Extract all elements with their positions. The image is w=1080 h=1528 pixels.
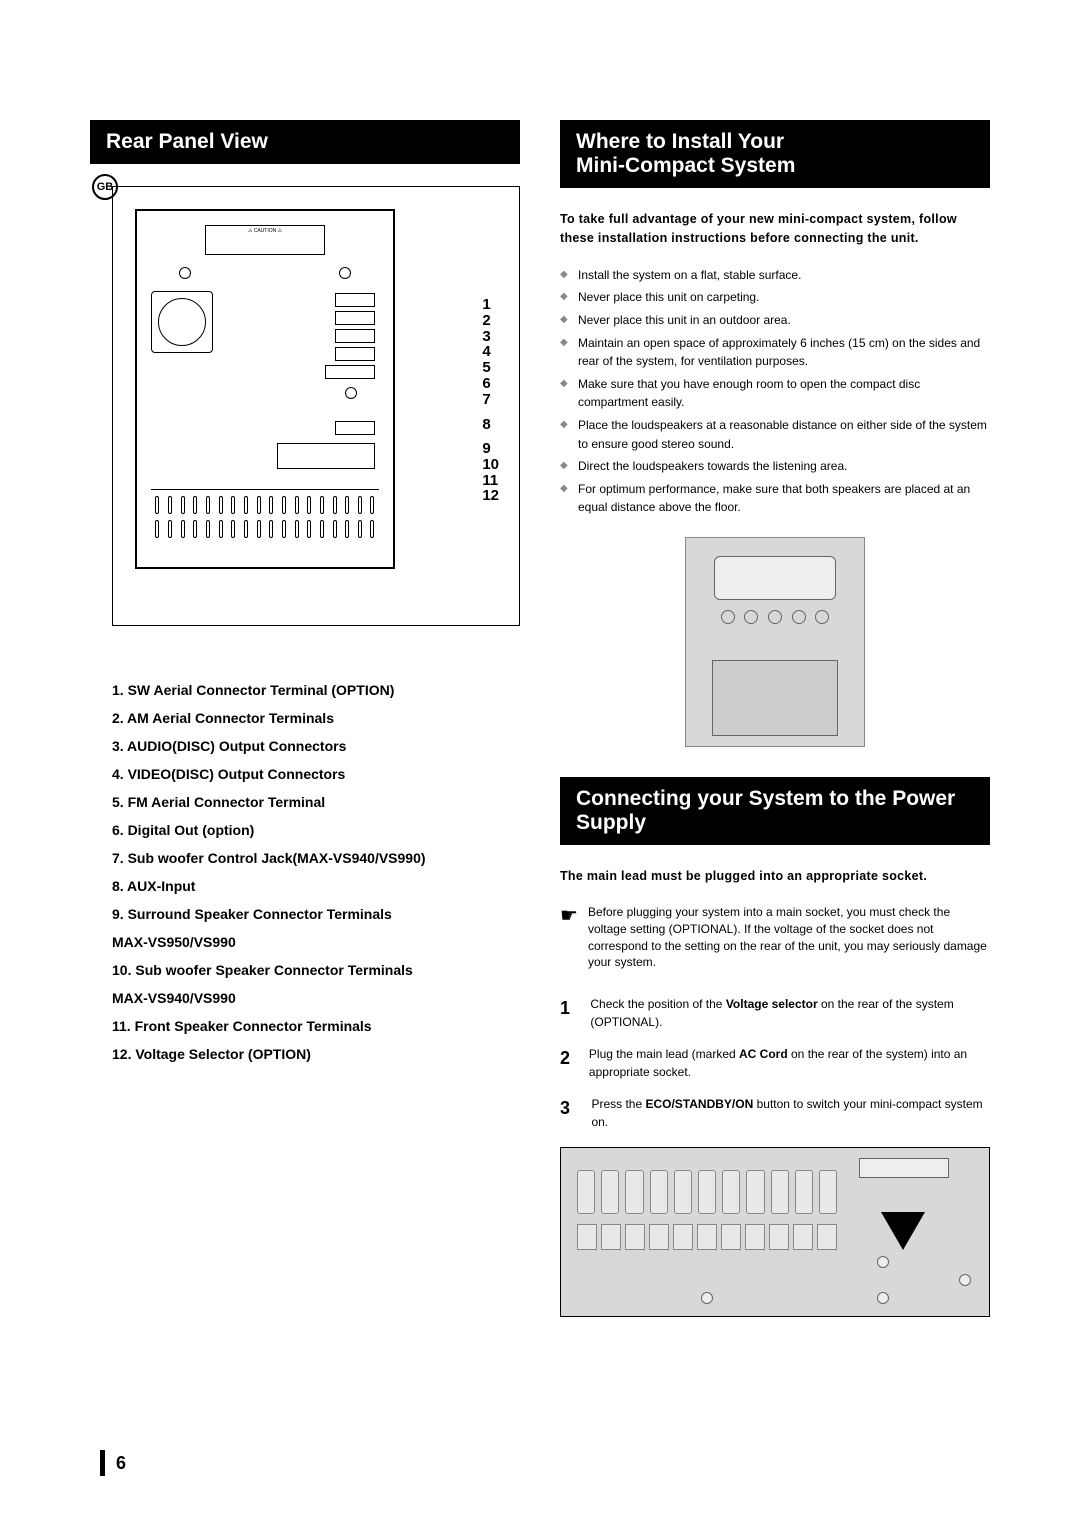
bullet-item: Install the system on a flat, stable sur…: [560, 266, 990, 285]
part-item: 9. Surround Speaker Connector Terminals: [112, 900, 520, 928]
bullet-item: Never place this unit on carpeting.: [560, 288, 990, 307]
power-steps: 1 Check the position of the Voltage sele…: [560, 995, 990, 1131]
power-heading: Connecting your System to the Power Supp…: [560, 777, 990, 845]
port-icon: [335, 329, 375, 343]
step-row: 2 Plug the main lead (marked AC Cord on …: [560, 1045, 990, 1081]
terminal-block-icon: [277, 443, 375, 469]
caution-label-icon: ⚠ CAUTION ⚠: [205, 225, 325, 255]
bullet-item: Place the loudspeakers at a reasonable d…: [560, 416, 990, 453]
step-text-bold: Voltage selector: [726, 997, 818, 1011]
callout-3: 3: [482, 329, 499, 345]
callout-8: 8: [482, 417, 499, 433]
vent-grille-icon: [151, 489, 379, 539]
port-icon: [335, 293, 375, 307]
part-item: 1. SW Aerial Connector Terminal (OPTION): [112, 676, 520, 704]
step-text-a: Plug the main lead (marked: [589, 1047, 739, 1061]
callout-11: 11: [482, 473, 499, 489]
part-item: MAX-VS940/VS990: [112, 984, 520, 1012]
callout-4: 4: [482, 344, 499, 360]
power-intro: The main lead must be plugged into an ap…: [560, 867, 990, 886]
rear-panel-heading: Rear Panel View: [90, 120, 520, 164]
callout-10: 10: [482, 457, 499, 473]
step-text: Check the position of the Voltage select…: [590, 995, 990, 1031]
callout-2: 2: [482, 313, 499, 329]
callout-1: 1: [482, 297, 499, 313]
step-text-bold: ECO/STANDBY/ON: [645, 1097, 753, 1111]
power-note-text: Before plugging your system into a main …: [588, 904, 990, 971]
bullet-item: Make sure that you have enough room to o…: [560, 375, 990, 412]
step-number: 3: [560, 1095, 577, 1131]
product-display-icon: [714, 556, 836, 600]
screw-icon: [345, 387, 357, 399]
port-icon: [325, 365, 375, 379]
part-item: 4. VIDEO(DISC) Output Connectors: [112, 760, 520, 788]
screw-icon: [877, 1292, 889, 1304]
bullet-item: Maintain an open space of approximately …: [560, 334, 990, 371]
bullet-item: Direct the loudspeakers towards the list…: [560, 457, 990, 476]
power-note: ☛ Before plugging your system into a mai…: [560, 904, 990, 971]
bullet-item: Never place this unit in an outdoor area…: [560, 311, 990, 330]
callout-5: 5: [482, 360, 499, 376]
rear-panel-diagram: ⚠ CAUTION ⚠ 1 2 3: [112, 186, 520, 626]
page-number: 6: [116, 1453, 126, 1474]
power-rear-diagram: [560, 1147, 990, 1317]
product-lower-icon: [712, 660, 838, 736]
page-columns: Rear Panel View ⚠ CAUTION ⚠: [90, 120, 990, 1317]
part-item: 12. Voltage Selector (OPTION): [112, 1040, 520, 1068]
part-item: 11. Front Speaker Connector Terminals: [112, 1012, 520, 1040]
page-bar-icon: [100, 1450, 105, 1476]
callout-6: 6: [482, 376, 499, 392]
parts-list: 1. SW Aerial Connector Terminal (OPTION)…: [112, 676, 520, 1068]
part-item: 2. AM Aerial Connector Terminals: [112, 704, 520, 732]
small-vent-slots-icon: [577, 1224, 837, 1250]
part-item: 5. FM Aerial Connector Terminal: [112, 788, 520, 816]
left-column: Rear Panel View ⚠ CAUTION ⚠: [90, 120, 520, 1317]
vent-slots-icon: [577, 1170, 837, 1214]
screw-icon: [959, 1274, 971, 1286]
callout-9: 9: [482, 441, 499, 457]
part-item: MAX-VS950/VS990: [112, 928, 520, 956]
pointer-icon: ☛: [560, 904, 578, 926]
product-image: [685, 537, 865, 747]
install-heading: Where to Install Your Mini-Compact Syste…: [560, 120, 990, 188]
step-text: Press the ECO/STANDBY/ON button to switc…: [591, 1095, 990, 1131]
screw-icon: [701, 1292, 713, 1304]
port-icon: [335, 421, 375, 435]
product-knobs-icon: [716, 610, 834, 630]
part-item: 7. Sub woofer Control Jack(MAX-VS940/VS9…: [112, 844, 520, 872]
part-item: 6. Digital Out (option): [112, 816, 520, 844]
step-text-a: Press the: [591, 1097, 645, 1111]
part-item: 8. AUX-Input: [112, 872, 520, 900]
step-text-bold: AC Cord: [739, 1047, 788, 1061]
bullet-item: For optimum performance, make sure that …: [560, 480, 990, 517]
port-icon: [335, 311, 375, 325]
step-number: 2: [560, 1045, 575, 1081]
install-bullets: Install the system on a flat, stable sur…: [560, 266, 990, 517]
step-text: Plug the main lead (marked AC Cord on th…: [589, 1045, 990, 1081]
voltage-selector-icon: [859, 1158, 949, 1178]
step-row: 3 Press the ECO/STANDBY/ON button to swi…: [560, 1095, 990, 1131]
step-text-a: Check the position of the: [590, 997, 725, 1011]
part-item: 10. Sub woofer Speaker Connector Termina…: [112, 956, 520, 984]
screw-icon: [179, 267, 191, 279]
part-item: 3. AUDIO(DISC) Output Connectors: [112, 732, 520, 760]
rear-panel-drawing: ⚠ CAUTION ⚠: [135, 209, 395, 569]
callout-7: 7: [482, 392, 499, 408]
screw-icon: [339, 267, 351, 279]
step-number: 1: [560, 995, 576, 1031]
right-column: Where to Install Your Mini-Compact Syste…: [560, 120, 990, 1317]
screw-icon: [877, 1256, 889, 1268]
callout-numbers: 1 2 3 4 5 6 7 8 9 10 11 12: [482, 297, 499, 504]
arrow-down-icon: [881, 1212, 925, 1250]
fan-icon: [151, 291, 213, 353]
port-icon: [335, 347, 375, 361]
callout-12: 12: [482, 488, 499, 504]
install-intro: To take full advantage of your new mini-…: [560, 210, 990, 248]
step-row: 1 Check the position of the Voltage sele…: [560, 995, 990, 1031]
